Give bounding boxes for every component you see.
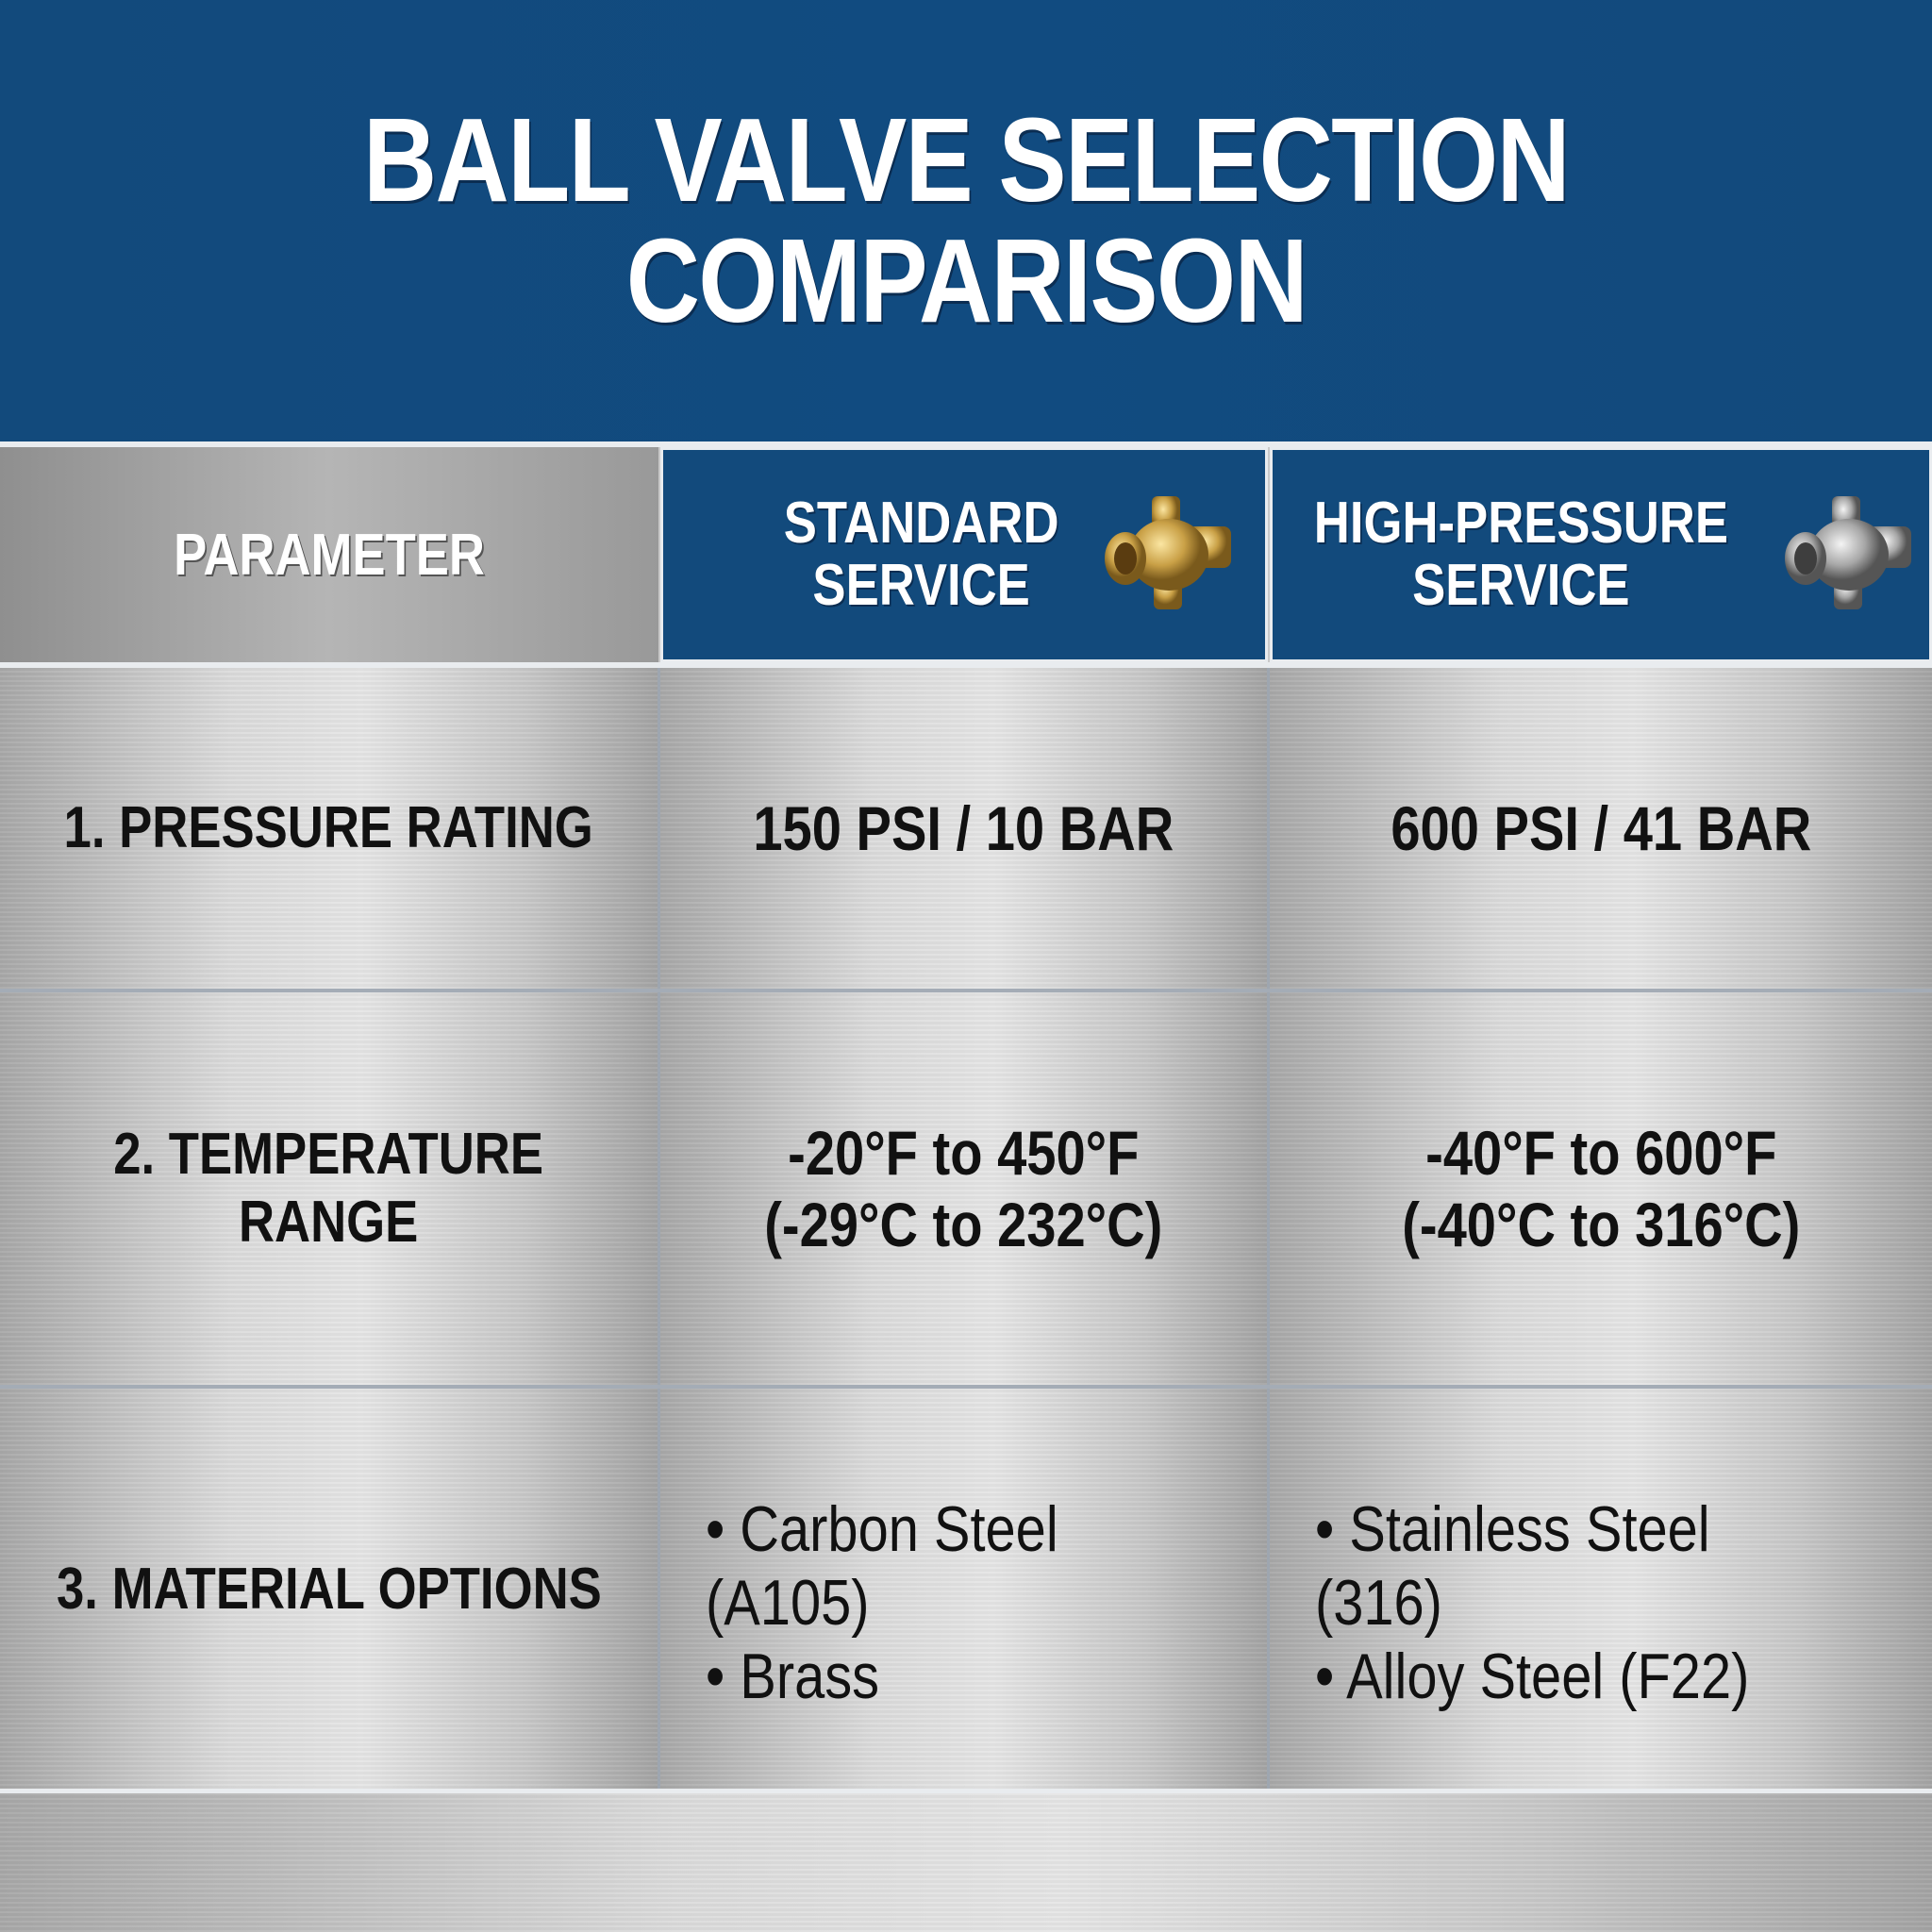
row-temperature-standard: -20°F to 450°F (-29°C to 232°C) — [660, 992, 1270, 1385]
column-header-high-pressure: HIGH-PRESSURE SERVICE — [1270, 447, 1932, 662]
column-header-parameter: PARAMETER — [0, 447, 658, 662]
column-header-label: PARAMETER — [174, 522, 485, 588]
steel-valve-icon — [1785, 496, 1912, 609]
footer-panel — [0, 1793, 1932, 1932]
cell-value: -40°F to 600°F — [1424, 1118, 1777, 1188]
cell-value: (-29°C to 232°C) — [764, 1190, 1163, 1259]
parameter-label: 3. MATERIAL OPTIONS — [56, 1557, 602, 1622]
column-header-label: STANDARD — [784, 491, 1059, 556]
column-header-label: SERVICE — [1411, 553, 1630, 618]
divider — [0, 662, 1932, 668]
title-banner: BALL VALVE SELECTION COMPARISON — [0, 0, 1932, 441]
brass-valve-icon — [1104, 496, 1231, 609]
list-item: Carbon Steel (A105) — [706, 1492, 1183, 1640]
list-item: Alloy Steel (F22) — [1315, 1640, 1840, 1713]
row-material-parameter: 3. MATERIAL OPTIONS — [0, 1389, 660, 1790]
row-pressure-high: 600 PSI / 41 BAR — [1270, 668, 1932, 989]
divider — [0, 441, 1932, 447]
row-material-high: Stainless Steel (316) Alloy Steel (F22) — [1270, 1389, 1932, 1790]
row-divider — [0, 1385, 1932, 1389]
parameter-label: RANGE — [239, 1190, 419, 1255]
parameter-label: 2. TEMPERATURE — [113, 1122, 544, 1187]
cell-value: (-40°C to 316°C) — [1401, 1190, 1801, 1259]
row-temperature-parameter: 2. TEMPERATURE RANGE — [0, 992, 660, 1385]
row-temperature-high: -40°F to 600°F (-40°C to 316°C) — [1270, 992, 1932, 1385]
column-header-standard: STANDARD SERVICE — [660, 447, 1268, 662]
cell-value: 600 PSI / 41 BAR — [1391, 793, 1811, 863]
row-pressure-parameter: 1. PRESSURE RATING — [0, 668, 660, 989]
page-title-line1: BALL VALVE SELECTION — [362, 93, 1571, 226]
row-material-standard: Carbon Steel (A105) Brass — [660, 1389, 1270, 1790]
column-header-label: HIGH-PRESSURE — [1313, 491, 1728, 556]
page-title-line2: COMPARISON — [625, 214, 1307, 347]
cell-value: 150 PSI / 10 BAR — [753, 793, 1174, 863]
row-divider — [0, 989, 1932, 992]
list-item: Stainless Steel (316) — [1315, 1492, 1840, 1640]
column-header-label: SERVICE — [812, 553, 1031, 618]
material-list: Stainless Steel (316) Alloy Steel (F22) — [1315, 1492, 1932, 1713]
list-item: Brass — [706, 1640, 1183, 1713]
divider — [0, 1789, 1932, 1793]
row-pressure-standard: 150 PSI / 10 BAR — [660, 668, 1270, 989]
material-list: Carbon Steel (A105) Brass — [706, 1492, 1267, 1713]
parameter-label: 1. PRESSURE RATING — [63, 795, 594, 860]
cell-value: -20°F to 450°F — [788, 1118, 1140, 1188]
